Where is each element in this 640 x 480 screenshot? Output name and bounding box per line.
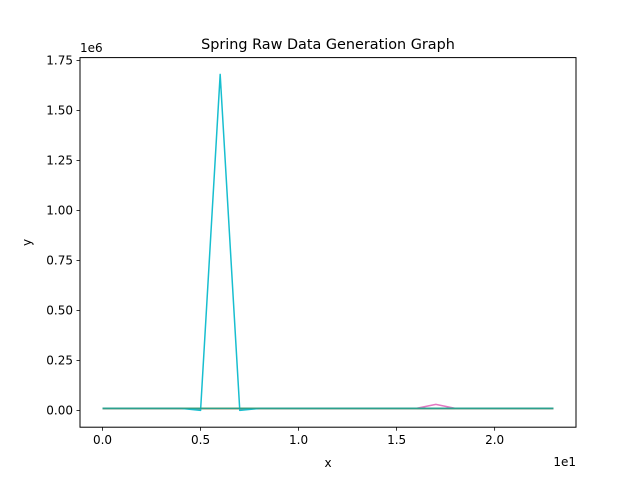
y-axis-label: y — [20, 239, 34, 246]
y-tick-label: 0.50 — [46, 304, 73, 318]
y-tick-label: 1.25 — [46, 154, 73, 168]
y-axis-ticks: 0.00 0.25 0.50 0.75 1.00 1.25 1.50 1.75 — [46, 54, 80, 418]
x-tick-label: 1.0 — [289, 433, 308, 447]
y-tick-label: 1.50 — [46, 104, 73, 118]
x-tick-label: 0.5 — [191, 433, 210, 447]
series-layer — [102, 73, 554, 412]
y-tick-label: 1.75 — [46, 54, 73, 68]
y-offset-text: 1e6 — [80, 41, 103, 55]
y-tick-label: 0.75 — [46, 254, 73, 268]
y-tick-label: 1.00 — [46, 204, 73, 218]
x-axis-ticks: 0.0 0.5 1.0 1.5 2.0 — [93, 427, 504, 447]
x-tick-label: 1.5 — [387, 433, 406, 447]
x-tick-label: 0.0 — [93, 433, 112, 447]
x-tick-label: 2.0 — [485, 433, 504, 447]
y-tick-label: 0.25 — [46, 354, 73, 368]
y-tick-label: 0.00 — [46, 404, 73, 418]
x-axis-label: x — [324, 456, 331, 470]
x-offset-text: 1e1 — [553, 455, 576, 469]
chart-title: Spring Raw Data Generation Graph — [201, 37, 455, 53]
plot-frame — [79, 57, 577, 428]
